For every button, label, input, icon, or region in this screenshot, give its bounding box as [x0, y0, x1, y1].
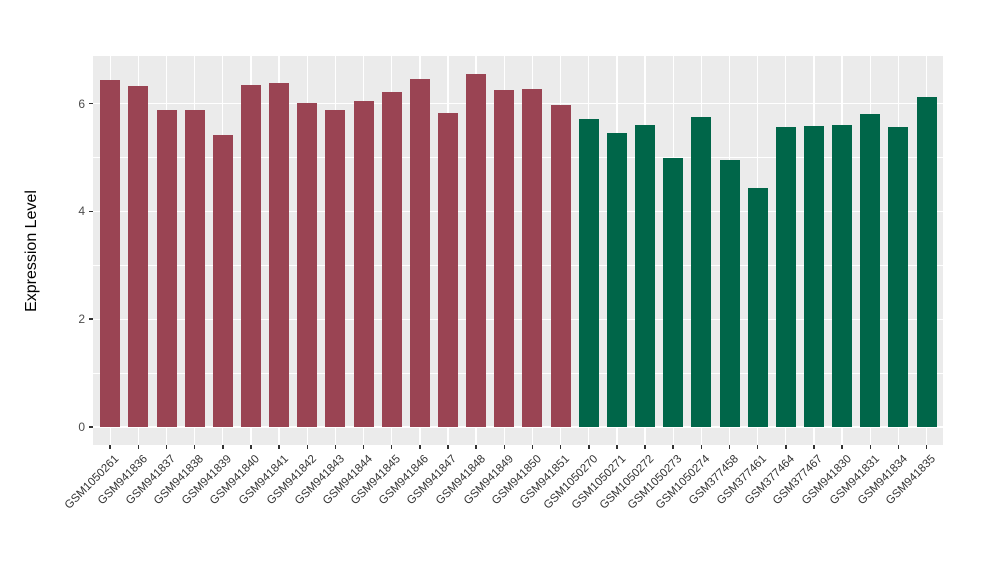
bar-GSM941837 [156, 110, 177, 427]
x-tick [869, 445, 871, 449]
bar-GSM377458 [719, 160, 740, 427]
x-tick [672, 445, 674, 449]
x-tick [813, 445, 815, 449]
x-tick [306, 445, 308, 449]
y-axis-title: Expression Level [23, 190, 40, 312]
x-tick [419, 445, 421, 449]
gridline-major-y6 [93, 102, 943, 105]
gridline-minor-y1 [93, 372, 943, 374]
x-tick [165, 445, 168, 449]
y-tick [89, 102, 93, 105]
x-tick [756, 445, 759, 449]
y-tick [89, 318, 93, 320]
y-tick-label: 0 [78, 420, 85, 434]
bar-GSM377467 [803, 126, 824, 427]
bar-GSM941844 [353, 100, 374, 427]
gridline-major-y0 [93, 426, 943, 428]
x-tick [559, 445, 562, 449]
x-tick [250, 445, 252, 449]
x-tick [728, 445, 731, 449]
x-tick [193, 445, 196, 449]
bar-GSM941842 [297, 102, 318, 427]
bar-GSM941841 [269, 82, 290, 427]
plot-panel [93, 56, 943, 445]
bar-GSM941830 [832, 124, 853, 427]
bar-GSM1050271 [606, 133, 627, 427]
gridline-minor-y3 [93, 264, 943, 266]
bar-GSM941845 [381, 91, 402, 427]
x-tick [222, 445, 224, 449]
bar-GSM1050272 [635, 125, 656, 427]
y-tick-label: 2 [78, 312, 85, 327]
x-tick [278, 445, 280, 449]
x-tick [334, 445, 337, 449]
bar-GSM1050273 [663, 157, 684, 427]
gridline-minor-y5 [93, 157, 943, 158]
y-tick-label: 6 [78, 96, 85, 111]
bar-GSM941848 [466, 74, 487, 427]
y-tick [89, 210, 93, 213]
x-tick [447, 445, 449, 449]
bar-GSM941835 [916, 96, 937, 427]
x-tick [897, 445, 900, 449]
bar-GSM377461 [747, 188, 768, 427]
x-tick [588, 445, 590, 449]
x-tick [616, 445, 618, 449]
y-tick [89, 426, 93, 428]
x-tick [925, 445, 928, 449]
bar-GSM1050274 [691, 117, 712, 427]
bar-GSM941839 [212, 134, 233, 427]
x-tick [841, 445, 843, 449]
bar-GSM377464 [775, 127, 796, 427]
bar-GSM941831 [860, 113, 881, 427]
y-tick-label: 4 [78, 204, 85, 219]
bar-GSM941847 [438, 112, 458, 427]
bar-GSM941851 [550, 105, 571, 427]
bar-GSM941850 [522, 88, 543, 427]
x-tick [785, 445, 787, 449]
x-tick [475, 445, 477, 449]
x-tick [700, 445, 703, 449]
x-tick [503, 445, 506, 449]
x-tick [109, 445, 111, 449]
bar-GSM941840 [240, 85, 261, 427]
bar-GSM941834 [888, 126, 909, 427]
bar-GSM941849 [494, 89, 515, 427]
gridline-major-y2 [93, 318, 943, 320]
bar-GSM1050270 [578, 119, 599, 427]
bar-GSM941843 [325, 109, 346, 427]
bar-GSM941836 [128, 85, 149, 427]
bar-GSM941838 [184, 109, 205, 427]
bar-GSM1050261 [100, 79, 121, 427]
bar-GSM941846 [409, 78, 430, 427]
gridline-major-y4 [93, 210, 943, 213]
x-tick [390, 445, 393, 449]
x-tick [644, 445, 646, 449]
x-tick [137, 445, 140, 449]
x-tick [362, 445, 365, 449]
x-tick [531, 445, 534, 449]
